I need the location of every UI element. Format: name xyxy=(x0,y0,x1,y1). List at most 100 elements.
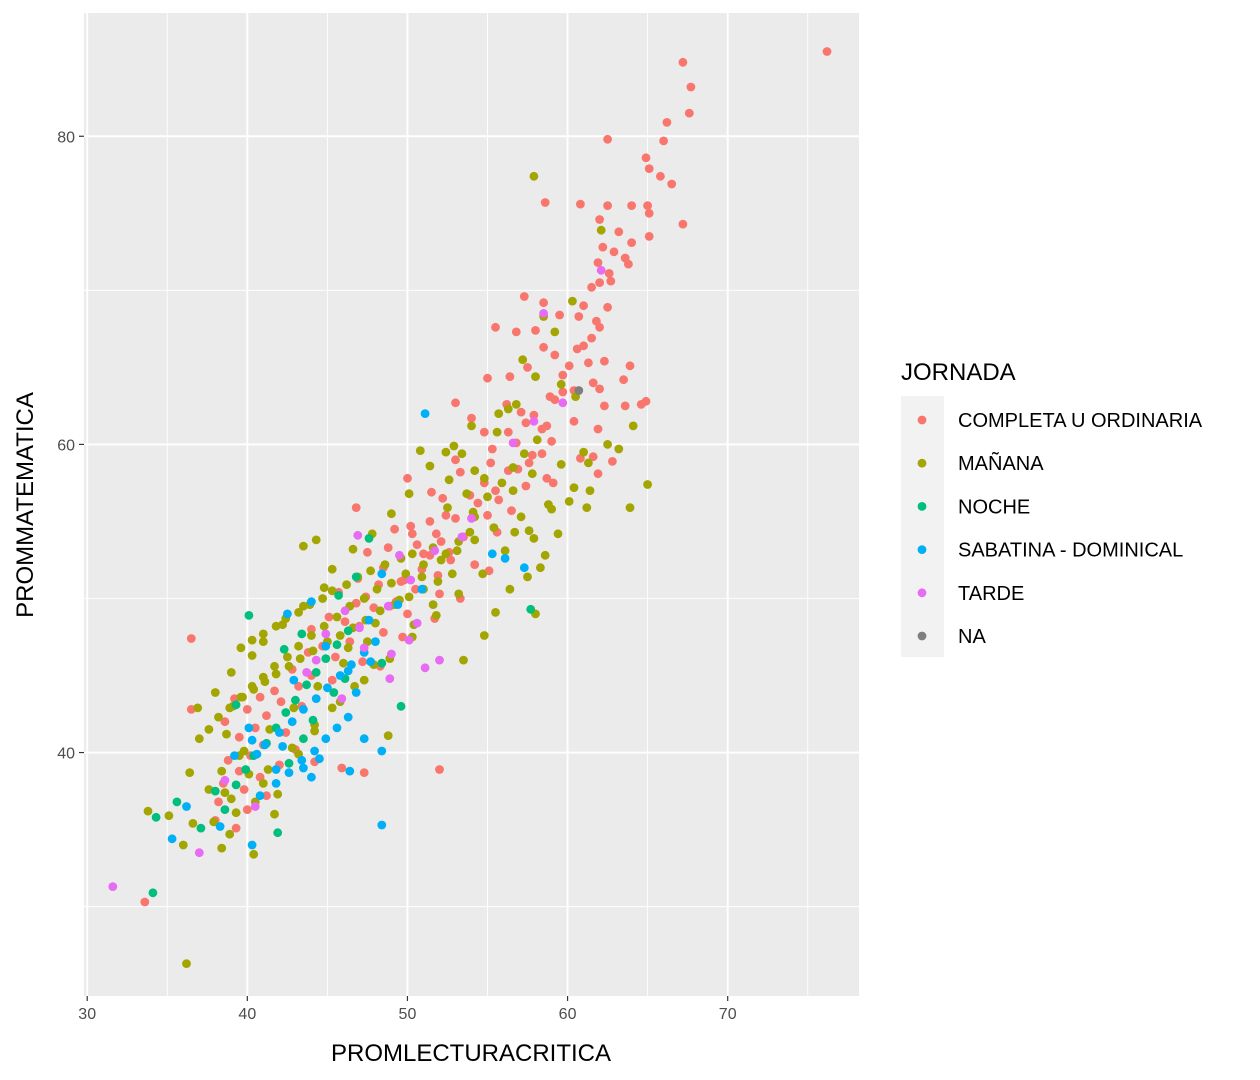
data-point xyxy=(446,555,456,565)
data-point xyxy=(627,238,636,248)
data-point xyxy=(299,705,308,714)
data-point xyxy=(239,746,249,756)
data-point xyxy=(366,657,375,667)
data-point xyxy=(678,219,688,229)
data-point xyxy=(479,427,489,437)
data-point xyxy=(505,372,515,381)
data-point xyxy=(523,363,532,372)
data-point xyxy=(537,424,547,434)
data-point xyxy=(420,409,430,418)
data-point xyxy=(334,591,343,600)
data-point xyxy=(684,108,694,118)
data-point xyxy=(579,301,588,311)
data-point xyxy=(255,692,265,702)
data-point xyxy=(596,265,606,275)
data-point xyxy=(226,794,236,804)
data-point xyxy=(284,768,294,777)
data-point xyxy=(327,703,337,713)
data-point xyxy=(108,882,118,891)
data-point xyxy=(598,242,608,252)
data-point xyxy=(299,541,308,551)
data-point xyxy=(324,612,334,622)
data-point xyxy=(283,609,292,619)
data-point xyxy=(483,492,492,502)
data-point xyxy=(302,668,311,677)
data-point xyxy=(540,550,550,560)
data-point xyxy=(553,529,563,539)
data-point xyxy=(511,400,521,409)
data-point xyxy=(196,823,206,833)
data-point xyxy=(508,486,518,495)
data-point xyxy=(250,802,260,811)
data-point xyxy=(451,514,460,523)
data-point xyxy=(284,661,294,671)
data-point xyxy=(443,503,452,512)
data-point xyxy=(585,486,595,495)
legend-key xyxy=(917,458,927,468)
data-point xyxy=(313,681,323,691)
data-point xyxy=(467,413,476,423)
data-point xyxy=(459,655,468,665)
data-point xyxy=(186,634,196,643)
data-point xyxy=(193,703,203,713)
data-point xyxy=(348,544,358,554)
data-point xyxy=(487,444,497,454)
data-point xyxy=(345,766,355,776)
data-point xyxy=(281,728,291,737)
data-point xyxy=(625,361,635,371)
data-point xyxy=(662,118,672,127)
data-point xyxy=(335,671,345,680)
data-point xyxy=(595,278,604,287)
data-point xyxy=(510,527,520,537)
data-point xyxy=(231,823,241,833)
data-point xyxy=(603,440,612,449)
y-tick-label: 40 xyxy=(57,746,75,763)
data-point xyxy=(587,333,596,343)
data-point xyxy=(603,134,612,144)
data-point xyxy=(550,395,560,405)
data-point xyxy=(603,201,612,211)
data-point xyxy=(569,416,579,426)
data-point xyxy=(315,754,324,764)
data-point xyxy=(188,819,198,828)
data-point xyxy=(569,483,579,492)
data-point xyxy=(244,723,254,733)
data-point xyxy=(172,797,182,807)
data-point xyxy=(531,326,540,335)
data-point xyxy=(540,198,550,207)
data-point xyxy=(247,735,257,745)
data-point xyxy=(307,624,316,634)
data-point xyxy=(487,549,497,559)
data-point xyxy=(457,532,467,542)
data-point xyxy=(678,57,688,67)
data-point xyxy=(822,47,832,56)
data-point xyxy=(255,791,265,801)
data-point xyxy=(332,723,342,733)
data-point xyxy=(505,584,515,594)
data-point xyxy=(279,644,289,654)
data-point xyxy=(529,171,539,181)
data-point xyxy=(321,654,331,663)
data-point xyxy=(419,560,428,569)
y-tick-label: 60 xyxy=(57,437,75,454)
data-point xyxy=(620,401,630,411)
data-point xyxy=(244,611,254,620)
data-point xyxy=(539,298,548,308)
data-point xyxy=(321,734,331,744)
data-point xyxy=(327,675,337,685)
data-point xyxy=(220,788,230,797)
data-point xyxy=(491,322,500,332)
data-point xyxy=(278,620,287,630)
data-point xyxy=(539,342,548,352)
data-point xyxy=(584,458,593,468)
data-point xyxy=(568,296,577,306)
data-point xyxy=(167,834,177,844)
data-point xyxy=(377,820,387,830)
data-point xyxy=(351,503,361,512)
legend-key xyxy=(917,502,927,511)
data-point xyxy=(455,467,465,477)
data-point xyxy=(532,435,542,445)
data-point xyxy=(435,589,444,599)
data-point xyxy=(295,654,305,663)
